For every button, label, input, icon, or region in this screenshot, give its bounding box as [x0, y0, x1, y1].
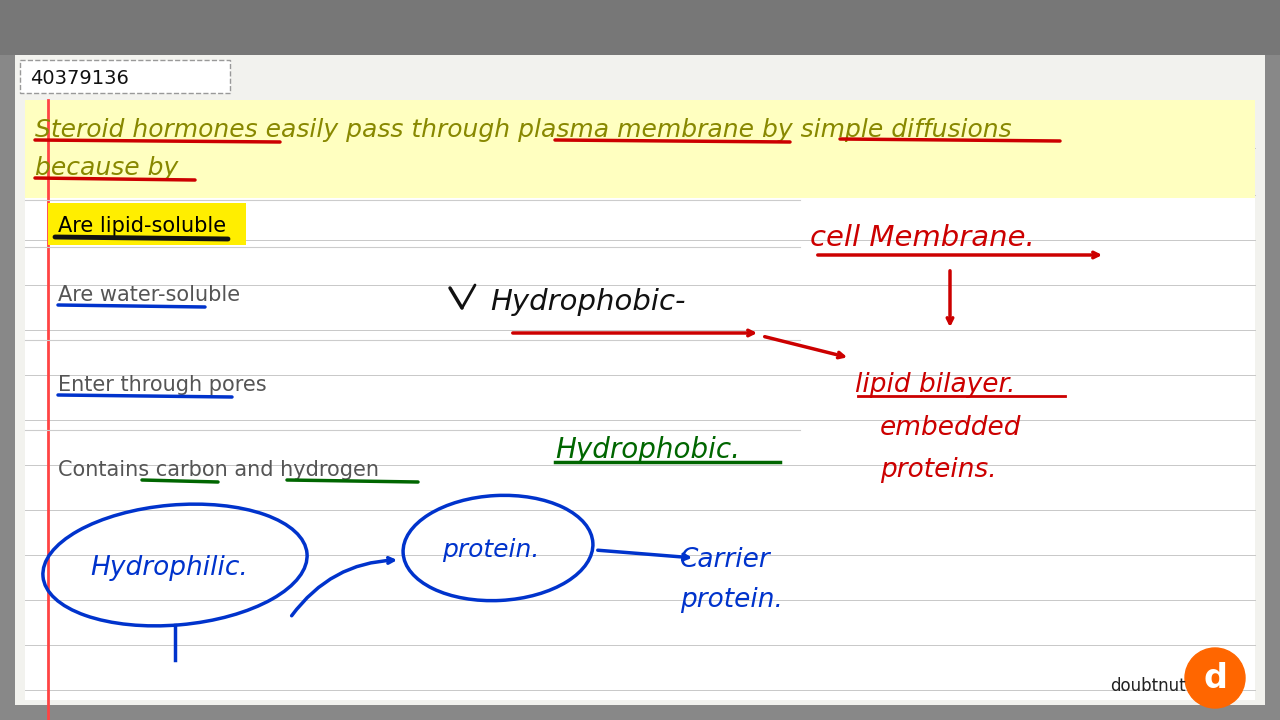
Text: Are water-soluble: Are water-soluble [58, 285, 241, 305]
FancyBboxPatch shape [49, 203, 246, 245]
Text: 40379136: 40379136 [29, 68, 129, 88]
Text: Contains carbon and hydrogen: Contains carbon and hydrogen [58, 460, 379, 480]
Text: lipid bilayer.: lipid bilayer. [855, 372, 1015, 398]
Text: cell Membrane.: cell Membrane. [810, 224, 1034, 252]
Text: Enter through pores: Enter through pores [58, 375, 266, 395]
Text: because by: because by [35, 156, 178, 180]
Text: Steroid hormones easily pass through plasma membrane by simple diffusions: Steroid hormones easily pass through pla… [35, 118, 1011, 142]
Bar [26, 100, 1254, 198]
FancyBboxPatch shape [20, 60, 230, 93]
Text: protein.: protein. [680, 587, 783, 613]
Text: proteins.: proteins. [881, 457, 997, 483]
Text: protein.: protein. [442, 538, 539, 562]
Text: Hydrophobic.: Hydrophobic. [556, 436, 740, 464]
Text: d: d [1203, 662, 1228, 695]
Text: Hydrophilic.: Hydrophilic. [90, 555, 248, 581]
Text: Are lipid-soluble: Are lipid-soluble [58, 216, 227, 236]
Bar [0, 0, 1280, 55]
Circle shape [1185, 648, 1245, 708]
Text: Hydrophobic-: Hydrophobic- [490, 288, 686, 316]
Text: Carrier: Carrier [680, 547, 771, 573]
Text: doubtnut: doubtnut [1110, 677, 1185, 695]
Text: embedded: embedded [881, 415, 1021, 441]
Bar [26, 100, 1254, 700]
